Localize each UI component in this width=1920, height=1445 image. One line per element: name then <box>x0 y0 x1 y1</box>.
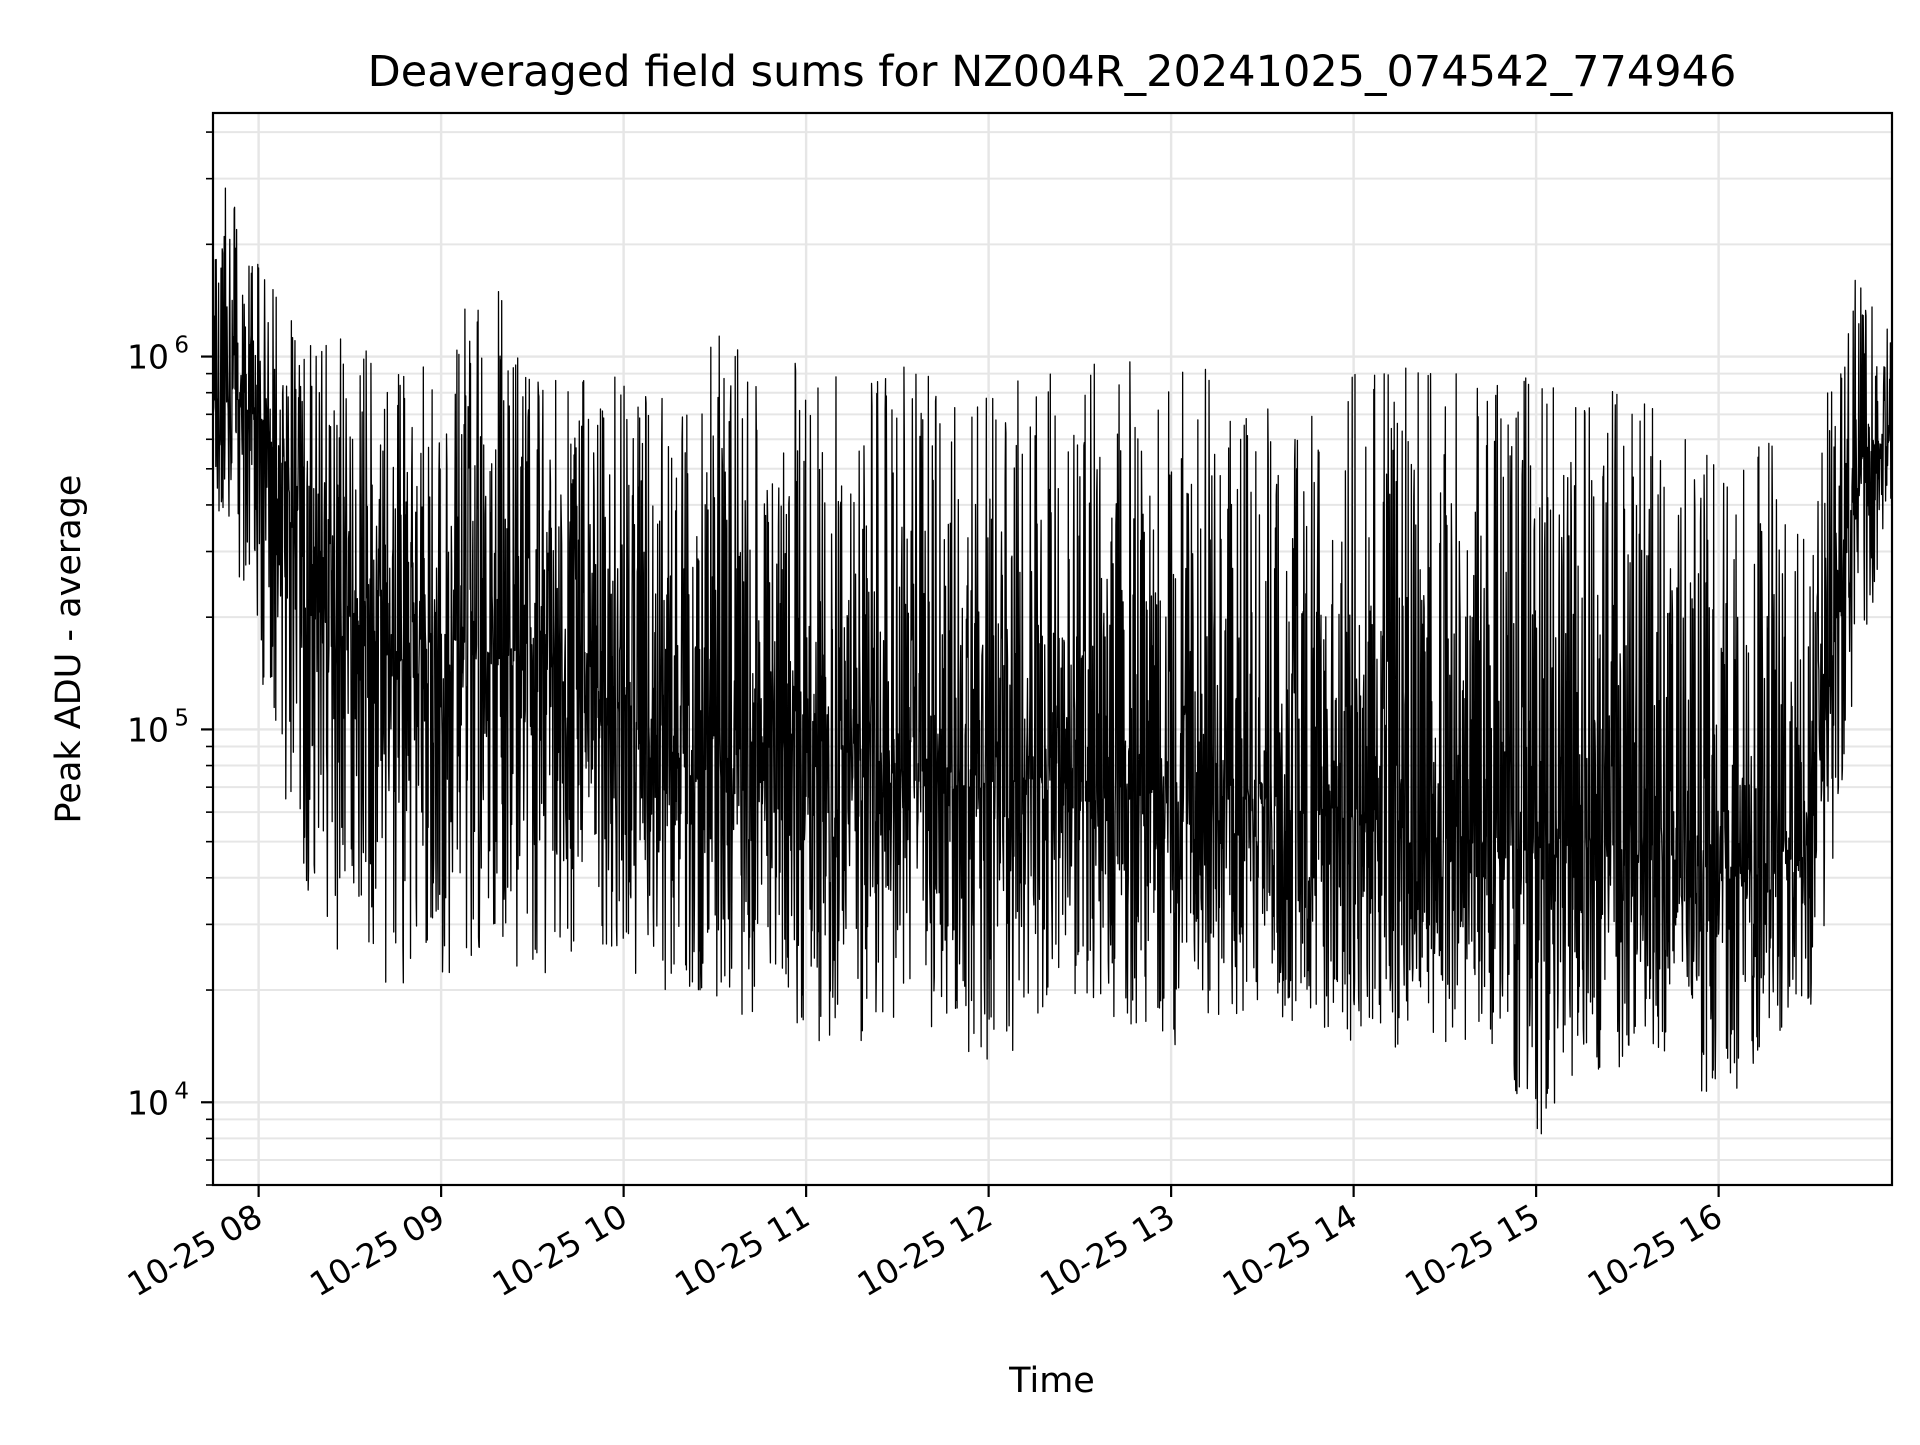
chart-title: Deaveraged field sums for NZ004R_2024102… <box>368 47 1737 97</box>
y-tick-label-exponent: 4 <box>174 1078 189 1104</box>
x-axis-label: Time <box>1008 1361 1095 1401</box>
y-axis-label: Peak ADU - average <box>49 475 89 824</box>
y-tick-label: 10 <box>127 338 169 377</box>
y-tick-label-exponent: 5 <box>174 705 189 731</box>
series-layer <box>213 187 1892 1135</box>
plot-frame <box>211 111 1894 1187</box>
y-tick-label-exponent: 6 <box>174 333 189 359</box>
y-tick-label: 10 <box>127 1083 169 1122</box>
series-line <box>213 187 1892 1135</box>
y-tick-label: 10 <box>127 710 169 749</box>
